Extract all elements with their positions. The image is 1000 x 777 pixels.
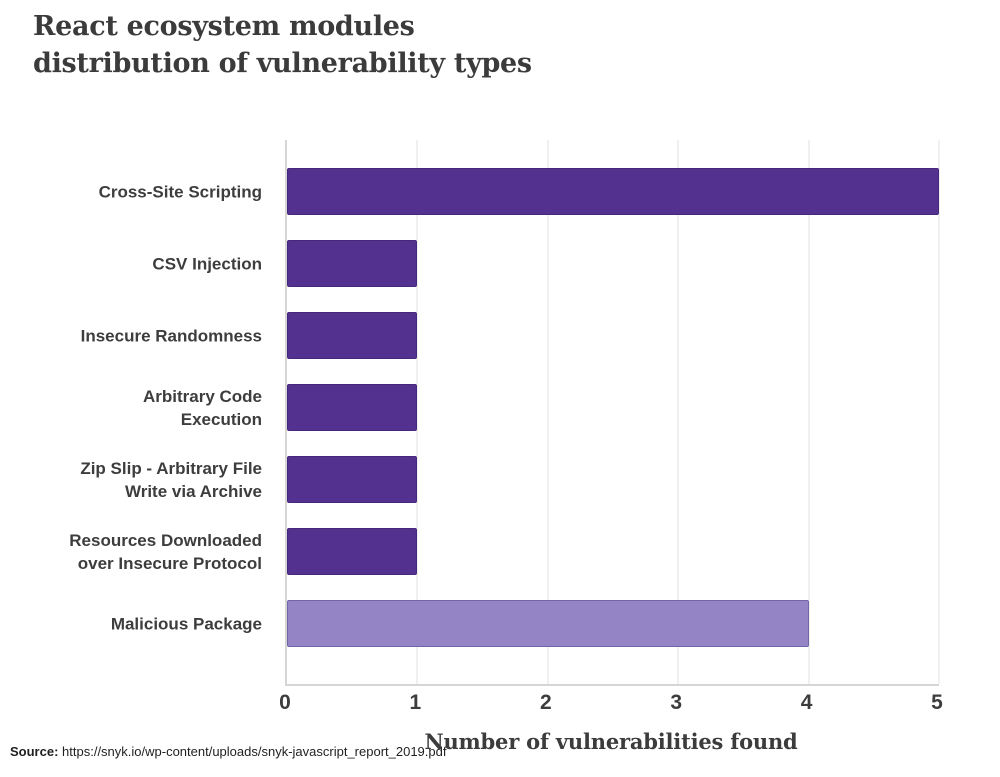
x-tick-5: 5 [931, 691, 943, 714]
bar-malicious-package [287, 600, 809, 647]
plot-area [285, 140, 940, 686]
category-label-csv-injection: CSV Injection [152, 254, 262, 273]
category-label-resources-downloaded-over-insecure-protocol: Resources Downloaded over Insecure Proto… [69, 530, 262, 573]
source-line: Source: https://snyk.io/wp-content/uploa… [10, 744, 446, 759]
page-title-line1: React ecosystem modules [33, 11, 415, 42]
x-tick-4: 4 [800, 691, 813, 714]
bar-cross-site-scripting [287, 168, 939, 215]
bar-zip-slip-arbitrary-file-write-via-archive [287, 456, 418, 503]
bar-insecure-randomness [287, 312, 418, 359]
x-tick-0: 0 [279, 691, 291, 714]
category-label-zip-slip-arbitrary-file-write-via-archive: Zip Slip - Arbitrary File Write via Arch… [80, 458, 262, 501]
gridline-2 [546, 140, 549, 684]
x-tick-2: 2 [539, 691, 552, 714]
category-label-arbitrary-code-execution: Arbitrary Code Execution [142, 386, 262, 429]
source-url: https://snyk.io/wp-content/uploads/snyk-… [62, 744, 447, 759]
gridline-4 [807, 140, 810, 684]
page-title-line2: distribution of vulnerability types [33, 48, 532, 79]
category-label-insecure-randomness: Insecure Randomness [80, 326, 262, 345]
source-label: Source: [10, 744, 59, 759]
bar-arbitrary-code-execution [287, 384, 418, 431]
category-label-malicious-package: Malicious Package [110, 614, 262, 633]
gridline-5 [938, 140, 940, 684]
gridline-1 [416, 140, 419, 684]
bar-csv-injection [287, 240, 418, 287]
x-tick-1: 1 [409, 691, 422, 714]
category-label-cross-site-scripting: Cross-Site Scripting [98, 182, 262, 201]
bar-resources-downloaded-over-insecure-protocol [287, 528, 418, 575]
page-title: React ecosystem modules distribution of … [33, 8, 532, 82]
x-axis-label: Number of vulnerabilities found [424, 729, 798, 754]
x-tick-3: 3 [670, 691, 683, 714]
gridline-3 [677, 140, 680, 684]
